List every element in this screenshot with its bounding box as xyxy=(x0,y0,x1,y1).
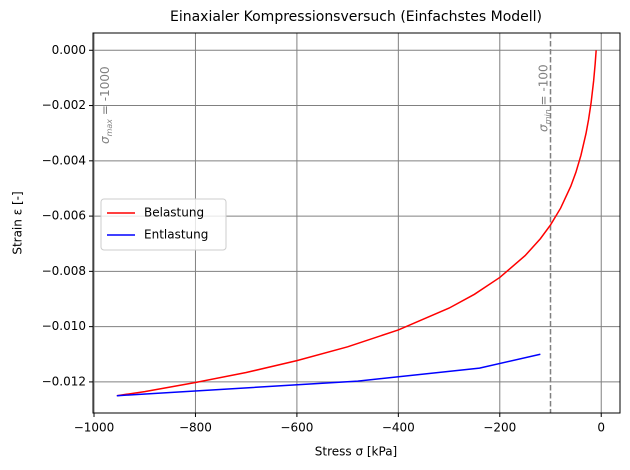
y-tick-label: −0.008 xyxy=(42,264,86,278)
x-tick-label: −400 xyxy=(382,421,415,435)
annotation: σmin = -100 xyxy=(536,64,553,132)
annotation-subscript: max xyxy=(105,119,114,137)
annotation-symbol: σ xyxy=(98,136,112,144)
annotation-symbol: σ xyxy=(536,124,550,132)
y-tick-label: −0.010 xyxy=(42,319,86,333)
y-tick-label: −0.004 xyxy=(42,153,86,167)
legend-label: Belastung xyxy=(144,206,204,220)
x-tick-label: 0 xyxy=(597,421,605,435)
plot-frame xyxy=(92,32,621,414)
x-axis-label: Stress σ [kPa] xyxy=(315,445,397,459)
x-tick-label: −1000 xyxy=(74,421,115,435)
annotation-subscript: min xyxy=(544,109,553,124)
x-tick-label: −600 xyxy=(280,421,313,435)
chart-title: Einaxialer Kompressionsversuch (Einfachs… xyxy=(170,9,542,25)
legend-label: Entlastung xyxy=(144,228,208,242)
annotation-text: = -100 xyxy=(536,64,550,109)
annotation: σmax = -1000 xyxy=(98,66,115,144)
legend-box xyxy=(100,198,227,251)
y-tick-label: 0.000 xyxy=(52,43,86,57)
x-tick-label: −800 xyxy=(179,421,212,435)
series-line xyxy=(116,353,541,397)
y-axis-label: Strain ε [-] xyxy=(11,191,25,254)
series-line xyxy=(116,50,597,397)
y-tick-label: −0.002 xyxy=(42,98,86,112)
y-tick-label: −0.006 xyxy=(42,209,86,223)
x-tick-label: −200 xyxy=(483,421,516,435)
y-tick-label: −0.012 xyxy=(42,374,86,388)
annotation-text: = -1000 xyxy=(98,66,112,119)
